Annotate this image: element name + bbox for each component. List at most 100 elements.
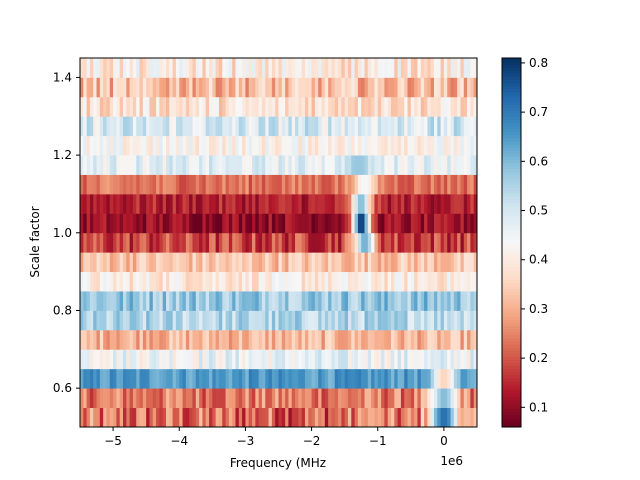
heatmap-cell: [245, 135, 250, 156]
heatmap-cell: [473, 368, 478, 389]
heatmap-cell: [288, 155, 293, 175]
heatmap-cell: [215, 349, 220, 370]
heatmap-cell: [126, 329, 131, 350]
heatmap-cell: [129, 116, 134, 137]
heatmap-cell: [347, 407, 352, 428]
heatmap-cell: [179, 310, 183, 331]
heatmap-cell: [235, 407, 240, 428]
heatmap-cell: [384, 271, 389, 292]
heatmap-cell: [162, 116, 167, 137]
heatmap-cell: [139, 329, 144, 350]
heatmap-cell: [460, 96, 465, 117]
heatmap-cell: [318, 271, 322, 292]
heatmap-cell: [453, 155, 458, 175]
colorbar-segment: [502, 350, 521, 354]
heatmap-cell: [311, 135, 316, 156]
heatmap-cell: [212, 58, 217, 78]
heatmap-cell: [347, 232, 352, 253]
heatmap-cell: [424, 135, 428, 156]
heatmap-cell: [324, 310, 329, 331]
heatmap-cell: [179, 135, 183, 156]
heatmap-cell: [400, 116, 405, 137]
heatmap-cell: [139, 310, 144, 331]
heatmap-cell: [242, 155, 246, 175]
heatmap-cell: [384, 135, 389, 156]
heatmap-cell: [407, 407, 412, 428]
heatmap-cell: [248, 349, 253, 370]
heatmap-cell: [228, 291, 233, 311]
colorbar-tick-label: 0.7: [529, 105, 548, 119]
heatmap-cell: [457, 388, 461, 408]
heatmap-cell: [295, 368, 299, 389]
colorbar-segment: [502, 187, 521, 191]
heatmap-cell: [93, 193, 97, 214]
heatmap-cell: [232, 349, 236, 370]
colorbar-segment: [502, 362, 521, 367]
heatmap-cell: [357, 232, 362, 253]
colorbar-tick-label: 0.1: [529, 400, 548, 414]
heatmap-cell: [443, 252, 448, 273]
heatmap-cell: [238, 368, 243, 389]
heatmap-cell: [212, 77, 217, 98]
heatmap-cell: [136, 349, 140, 370]
heatmap-cell: [430, 116, 435, 137]
heatmap-cell: [232, 58, 236, 78]
heatmap-cell: [182, 155, 187, 175]
heatmap-cell: [288, 213, 293, 234]
heatmap-cell: [301, 96, 306, 117]
heatmap-cell: [467, 96, 471, 117]
heatmap-cell: [182, 213, 187, 234]
heatmap-cell: [106, 213, 111, 234]
heatmap-cell: [271, 252, 276, 273]
heatmap-cell: [295, 77, 299, 98]
heatmap-cell: [83, 252, 88, 273]
heatmap-cell: [245, 349, 250, 370]
heatmap-cell: [443, 310, 448, 331]
heatmap-cell: [291, 407, 296, 428]
heatmap-cell: [80, 368, 84, 389]
heatmap-cell: [440, 252, 445, 273]
heatmap-cell: [245, 388, 250, 408]
heatmap-cell: [424, 368, 428, 389]
heatmap-cell: [324, 252, 329, 273]
heatmap-cell: [314, 291, 319, 311]
heatmap-cell: [387, 329, 392, 350]
heatmap-cell: [275, 135, 279, 156]
heatmap-cell: [225, 213, 230, 234]
heatmap-cell: [460, 58, 465, 78]
heatmap-cell: [338, 116, 342, 137]
heatmap-cell: [334, 349, 339, 370]
heatmap-cell: [182, 174, 187, 195]
heatmap-cell: [361, 155, 365, 175]
heatmap-cell: [344, 58, 349, 78]
heatmap-cell: [430, 329, 435, 350]
heatmap-cell: [152, 349, 157, 370]
heatmap-cell: [308, 310, 312, 331]
heatmap-cell: [414, 213, 418, 234]
heatmap-cell: [427, 271, 432, 292]
heatmap-cell: [374, 58, 379, 78]
heatmap-cell: [238, 116, 243, 137]
heatmap-cell: [222, 252, 226, 273]
heatmap-cell: [414, 329, 418, 350]
heatmap-cell: [109, 232, 114, 253]
heatmap-cell: [132, 174, 137, 195]
heatmap-cell: [172, 135, 177, 156]
heatmap-cell: [172, 213, 177, 234]
heatmap-cell: [314, 407, 319, 428]
heatmap-cell: [218, 155, 223, 175]
heatmap-cell: [238, 388, 243, 408]
heatmap-cell: [304, 232, 309, 253]
heatmap-cell: [295, 213, 299, 234]
heatmap-cell: [93, 116, 97, 137]
heatmap-cell: [420, 329, 425, 350]
heatmap-cell: [341, 116, 346, 137]
heatmap-cell: [83, 96, 88, 117]
heatmap-cell: [447, 213, 451, 234]
heatmap-cell: [397, 77, 402, 98]
heatmap-cell: [324, 368, 329, 389]
heatmap-cell: [142, 310, 147, 331]
heatmap-cell: [424, 96, 428, 117]
heatmap-cell: [338, 213, 342, 234]
heatmap-cell: [149, 329, 154, 350]
